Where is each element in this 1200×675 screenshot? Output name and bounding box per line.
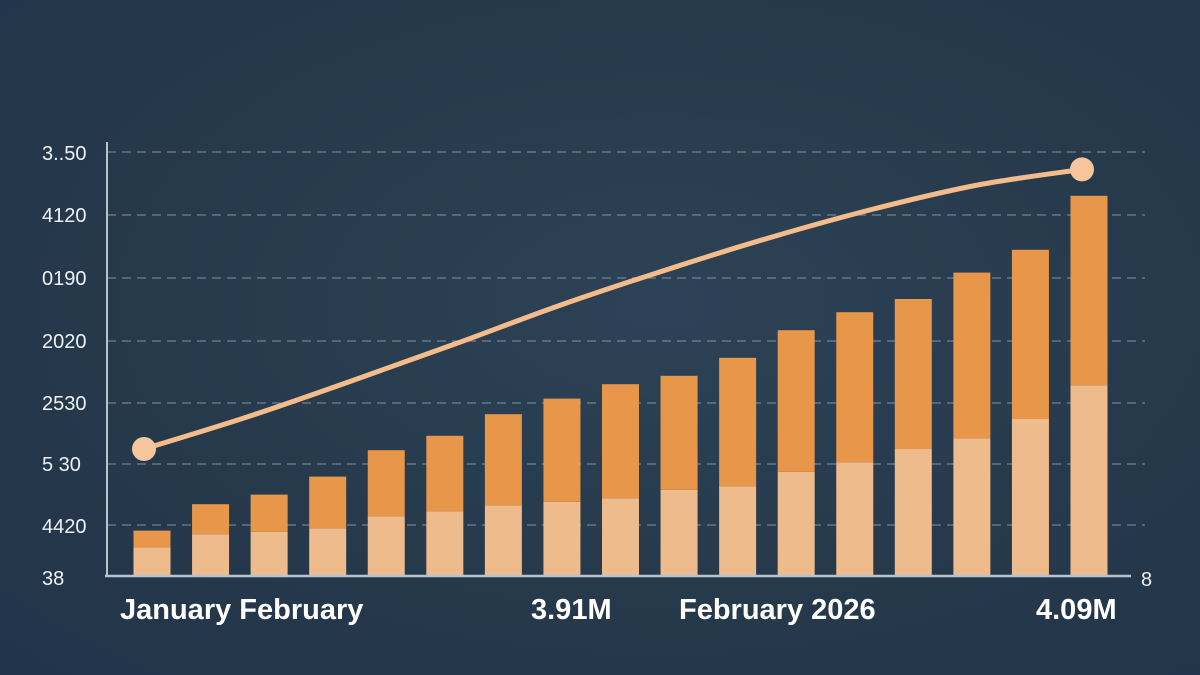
bar-segment-top [250, 494, 288, 532]
bar-segment-bottom [1011, 419, 1049, 575]
bar-segment-top [660, 375, 698, 490]
line-marker [132, 437, 156, 461]
bar-segment-top [1011, 249, 1049, 419]
bar-segment-top [777, 330, 815, 472]
x-axis-label: January February [120, 594, 363, 626]
bar-segment-bottom [894, 449, 932, 575]
bar-segment-top [1070, 195, 1108, 386]
bar-segment-top [602, 384, 639, 499]
bar-segment-bottom [836, 462, 874, 575]
bar-segment-top [484, 414, 522, 506]
y-tick-label: 0190 [42, 268, 87, 290]
bar-segment-top [953, 272, 991, 439]
y-tick-label: 2530 [42, 393, 87, 415]
right-axis-label: 8 [1141, 569, 1152, 591]
bar-segment-bottom [484, 505, 522, 575]
bar-segment-top [543, 398, 581, 502]
bar-segment-bottom [192, 534, 230, 575]
bar-segment-bottom [602, 498, 639, 575]
x-axis-label: 3.91M [531, 594, 612, 626]
bar-segment-bottom [953, 438, 991, 575]
bar-segment-bottom [250, 531, 288, 575]
bar-segment-bottom [426, 511, 464, 575]
bar-segment-top [192, 504, 230, 535]
bar-segment-top [719, 357, 757, 487]
y-tick-label: 4120 [42, 205, 87, 227]
bar-segment-bottom [660, 489, 698, 575]
bar-segment-bottom [309, 528, 347, 575]
y-tick-label: 4420 [42, 516, 87, 538]
bar-segment-bottom [719, 486, 757, 575]
bar-segment-bottom [777, 471, 815, 575]
bar-segment-top [426, 435, 464, 512]
bar-segment-top [367, 450, 405, 517]
bar-segment-top [309, 476, 347, 529]
bar-segment-top [836, 312, 874, 463]
y-tick-label: 2020 [42, 331, 87, 353]
y-tick-label: 3..50 [42, 143, 86, 165]
y-tick-label: 5 30 [42, 454, 81, 476]
x-axis-label: February 2026 [679, 594, 876, 626]
line-marker [1070, 157, 1094, 182]
bar-segment-bottom [1070, 385, 1108, 575]
bar-segment-bottom [543, 501, 581, 575]
bar-segment-bottom [133, 547, 171, 575]
bar-segment-top [894, 299, 932, 449]
bar-segment-bottom [367, 516, 405, 575]
bar-segment-top [133, 530, 171, 548]
y-tick-label: 38 [42, 568, 64, 590]
x-axis-label: 4.09M [1036, 594, 1117, 626]
trend-line [141, 166, 1085, 452]
